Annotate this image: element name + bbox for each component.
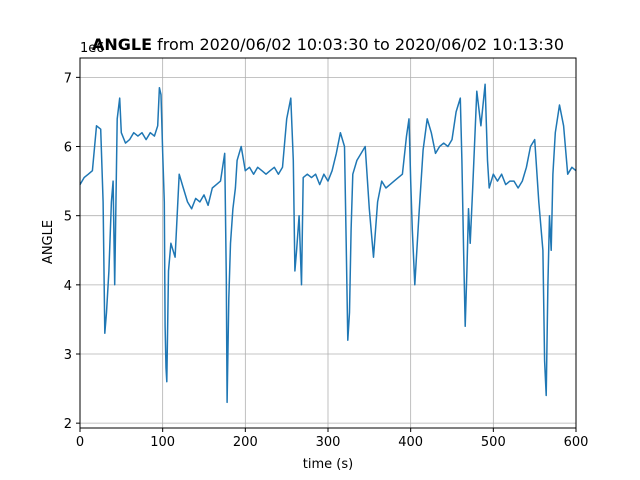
chart-title: ANGLE from 2020/06/02 10:03:30 to 2020/0… [92, 35, 564, 54]
axis-ticks: 0 100 200 300 400 500 600 2 3 4 5 6 7 [64, 71, 589, 450]
y-tick-label: 6 [64, 141, 72, 156]
x-tick-label: 200 [233, 435, 258, 450]
chart-title-rest: from 2020/06/02 10:03:30 to 2020/06/02 1… [152, 35, 564, 54]
y-tick-label: 2 [64, 417, 72, 432]
x-tick-label: 600 [564, 435, 589, 450]
x-tick-label: 400 [398, 435, 423, 450]
y-offset-text: 1e6 [80, 41, 105, 56]
y-tick-label: 4 [64, 279, 72, 294]
y-axis-label: ANGLE [41, 220, 56, 264]
y-tick-label: 5 [64, 210, 72, 225]
x-tick-label: 0 [76, 435, 84, 450]
series-line-angle [79, 83, 577, 404]
y-tick-label: 3 [64, 348, 72, 363]
grid-lines [79, 58, 577, 428]
x-axis-label: time (s) [303, 457, 353, 472]
y-tick-label: 7 [64, 71, 72, 86]
x-tick-label: 300 [316, 435, 341, 450]
x-tick-label: 500 [481, 435, 506, 450]
chart-title-bold: ANGLE [92, 35, 152, 54]
x-tick-label: 100 [150, 435, 175, 450]
